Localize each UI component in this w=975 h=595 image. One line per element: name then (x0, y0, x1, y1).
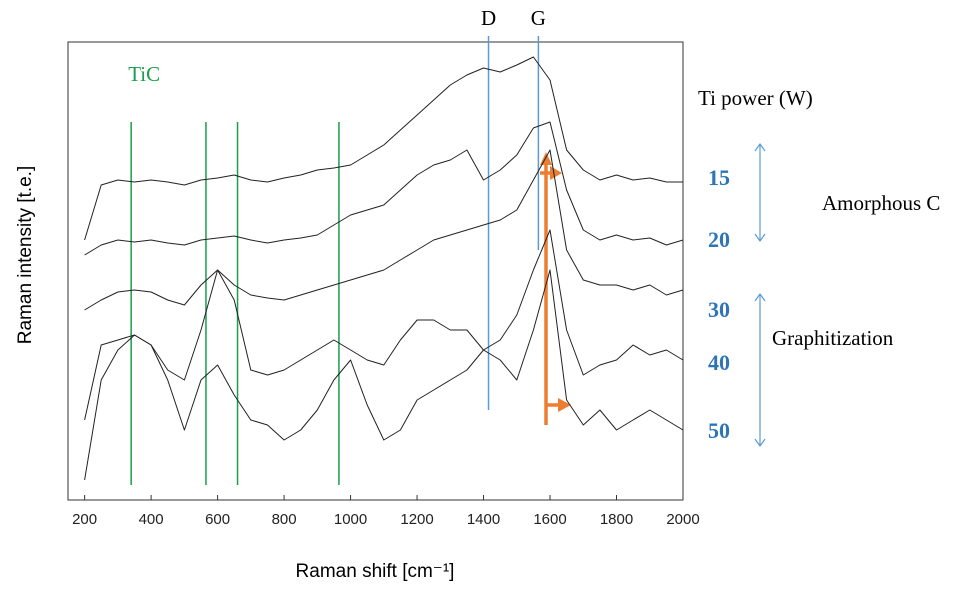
spectrum (84, 149, 684, 311)
x-tick-label: 2000 (666, 511, 699, 528)
x-tick-label: 1200 (400, 511, 433, 528)
legend-title: Ti power (W) (698, 86, 813, 110)
x-tick-label: 400 (139, 511, 164, 528)
legend-entry: 20 (708, 227, 730, 252)
legend-entry: 40 (708, 350, 730, 375)
tic-label: TiC (128, 62, 160, 86)
band-label: D (481, 6, 496, 30)
spectrum (84, 121, 684, 256)
x-axis-label: Raman shift [cm⁻¹] (296, 561, 455, 582)
group-arrows (754, 142, 766, 448)
plot-frame (67, 41, 684, 501)
x-tick-label: 1600 (533, 511, 566, 528)
x-tick-label: 200 (72, 511, 97, 528)
legend-entry: 50 (708, 418, 730, 443)
band-label: G (531, 6, 546, 30)
x-tick-label: 1800 (600, 511, 633, 528)
x-tick-label: 1400 (467, 511, 500, 528)
group-label: Graphitization (772, 326, 894, 350)
x-tick-label: 1000 (334, 511, 367, 528)
legend-entry: 15 (708, 165, 730, 190)
spectrum (84, 269, 684, 481)
group-label: Amorphous C (822, 191, 940, 215)
spectrum (84, 56, 683, 241)
x-tick-label: 600 (205, 511, 230, 528)
legend-entry: 30 (708, 297, 730, 322)
spectrum (84, 229, 684, 421)
y-axis-label: Raman intensity [t.e.] (15, 166, 36, 344)
x-tick-label: 800 (272, 511, 297, 528)
